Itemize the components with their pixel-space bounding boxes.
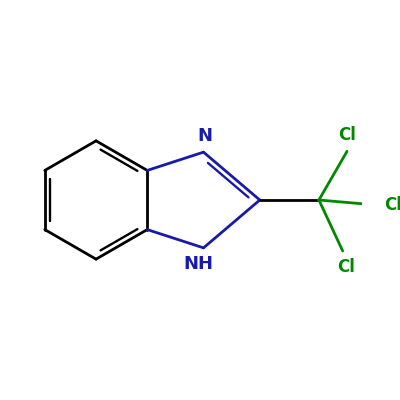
Text: Cl: Cl (338, 126, 356, 144)
Text: NH: NH (184, 255, 214, 273)
Text: Cl: Cl (384, 196, 400, 214)
Text: N: N (197, 127, 212, 145)
Text: Cl: Cl (337, 258, 354, 276)
